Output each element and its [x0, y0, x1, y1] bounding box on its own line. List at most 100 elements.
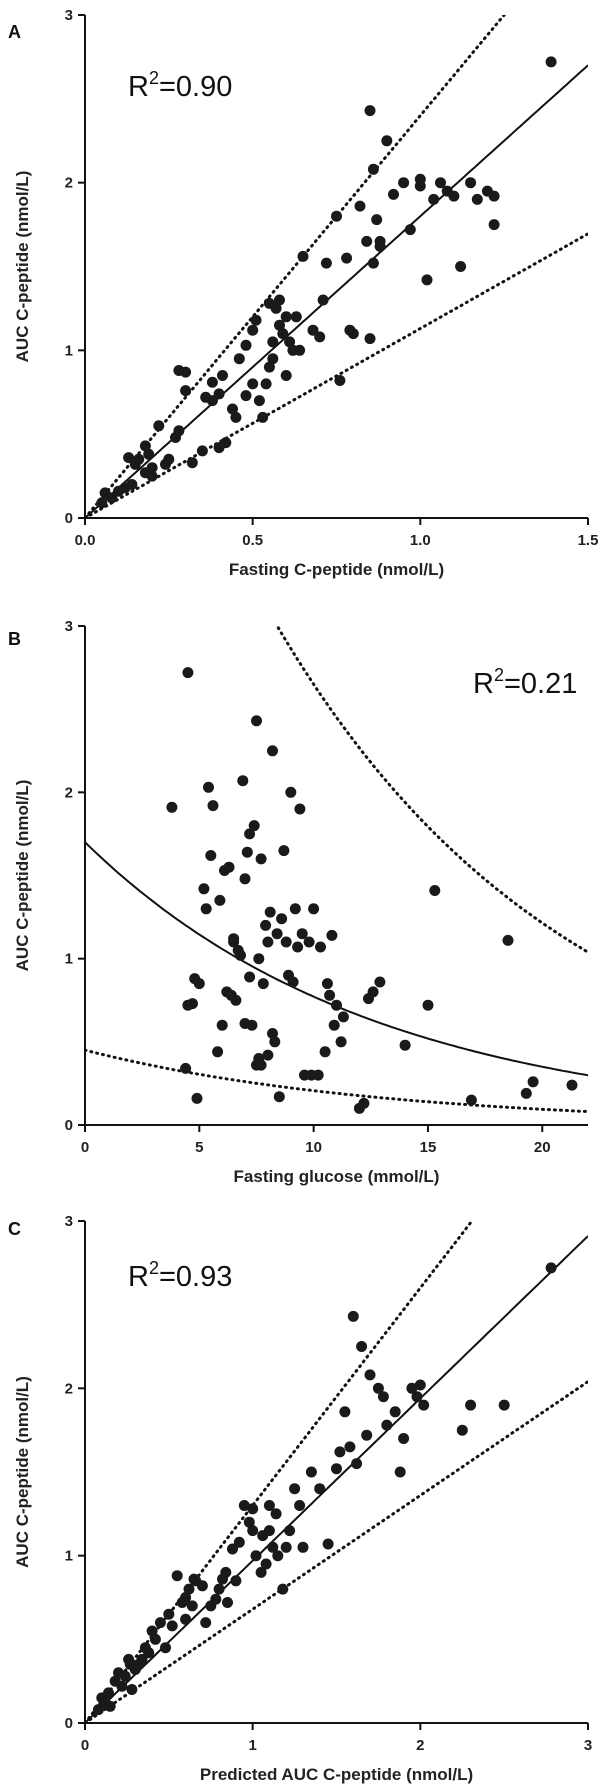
data-point [230, 411, 242, 423]
r-squared-value: =0.90 [159, 71, 232, 103]
chart-a-svg: A 0 1 2 3 0.0 0.5 1.0 1.5 Fasting C-peptide (nmol… [8, 7, 599, 579]
y-axis-title: AUC C-peptide (nmol/L) [13, 171, 32, 363]
data-point [116, 1680, 128, 1692]
data-point [435, 177, 446, 189]
data-point [104, 1700, 116, 1712]
data-point [404, 224, 416, 236]
y-tick-label: 2 [65, 175, 73, 192]
data-point [294, 344, 306, 356]
data-point [213, 388, 225, 400]
data-point [153, 420, 165, 432]
data-point [270, 302, 282, 314]
data-point [233, 353, 245, 365]
data-point [166, 1620, 178, 1632]
data-point [321, 978, 333, 990]
data-point [456, 1424, 468, 1436]
data-point [290, 311, 302, 323]
data-point [334, 375, 346, 386]
data-point [180, 1592, 192, 1603]
data-point [251, 715, 262, 727]
data-point [255, 1059, 267, 1071]
data-point [196, 1580, 208, 1592]
data-point [277, 328, 289, 340]
data-point [247, 1525, 259, 1537]
data-point [262, 1049, 274, 1061]
data-point [498, 1399, 510, 1411]
data-point [166, 801, 178, 813]
data-point [247, 1503, 259, 1515]
data-point [406, 1382, 418, 1394]
r-squared-base: R [128, 71, 149, 103]
data-point [324, 989, 336, 1001]
data-point [280, 1541, 292, 1553]
data-point [253, 395, 265, 407]
data-point [228, 936, 240, 948]
panel-letter-a: A [8, 22, 21, 42]
data-point [429, 885, 441, 896]
data-point [206, 395, 218, 407]
data-point [133, 453, 145, 465]
data-point [372, 1382, 384, 1394]
data-point [335, 1036, 347, 1048]
data-point [263, 361, 275, 373]
data-point [351, 1458, 363, 1470]
r-squared-annotation: R2=0.90 [128, 68, 232, 103]
data-point [361, 1429, 373, 1441]
y-axis-title: AUC C-peptide (nmol/L) [13, 1376, 32, 1568]
data-point [191, 1092, 203, 1104]
data-point [331, 999, 342, 1011]
data-point [399, 1039, 411, 1051]
prediction-band-line [85, 15, 507, 518]
panel-a: A 0 1 2 3 0.0 0.5 1.0 1.5 Fasting C-peptide (nmol… [0, 0, 602, 595]
data-point [331, 1463, 342, 1475]
data-point [160, 1642, 171, 1654]
data-point [566, 1079, 578, 1091]
data-point [367, 986, 379, 998]
data-point [238, 1500, 250, 1511]
data-point [267, 353, 279, 365]
data-point [244, 971, 256, 983]
data-point [308, 903, 320, 915]
data-point [284, 336, 296, 348]
regression-fit-line [85, 1235, 588, 1723]
data-point [248, 820, 260, 832]
x-tick-label: 3 [584, 1737, 592, 1754]
data-point [488, 190, 500, 202]
data-point [253, 953, 265, 965]
data-point [247, 378, 259, 390]
data-point [103, 1687, 114, 1699]
prediction-band-line [85, 1048, 588, 1113]
data-point [284, 1525, 296, 1537]
data-point [374, 235, 386, 247]
chart-b-svg: B 0 1 2 3 0 5 10 15 20 Fasting glucose (mmol/L) AUC… [8, 618, 588, 1186]
x-tick-label: 10 [305, 1139, 322, 1156]
data-point [123, 452, 135, 464]
data-point [371, 214, 383, 226]
x-tick-label: 1.5 [578, 532, 599, 549]
data-point [418, 1399, 430, 1411]
data-point [267, 745, 278, 757]
data-point [126, 1684, 138, 1695]
data-point [136, 1653, 148, 1665]
y-tick-label: 3 [65, 7, 73, 24]
x-axis-title: Fasting C-peptide (nmol/L) [229, 560, 444, 579]
data-point [241, 846, 253, 858]
r-squared-annotation: R2=0.93 [128, 1258, 232, 1293]
data-point [143, 1647, 155, 1659]
data-point [328, 1019, 340, 1031]
data-point [322, 1538, 334, 1550]
data-point [260, 919, 272, 931]
data-point [180, 1613, 192, 1625]
data-point [227, 403, 238, 415]
data-point [163, 453, 175, 465]
data-point [227, 1543, 238, 1555]
data-point [230, 994, 242, 1006]
data-point [126, 479, 138, 490]
data-point [394, 1466, 406, 1478]
data-point [367, 163, 379, 175]
data-point [213, 1583, 225, 1595]
data-point [312, 1069, 324, 1081]
prediction-band-line [275, 626, 588, 954]
data-point [260, 1558, 272, 1570]
data-point [277, 1583, 289, 1595]
